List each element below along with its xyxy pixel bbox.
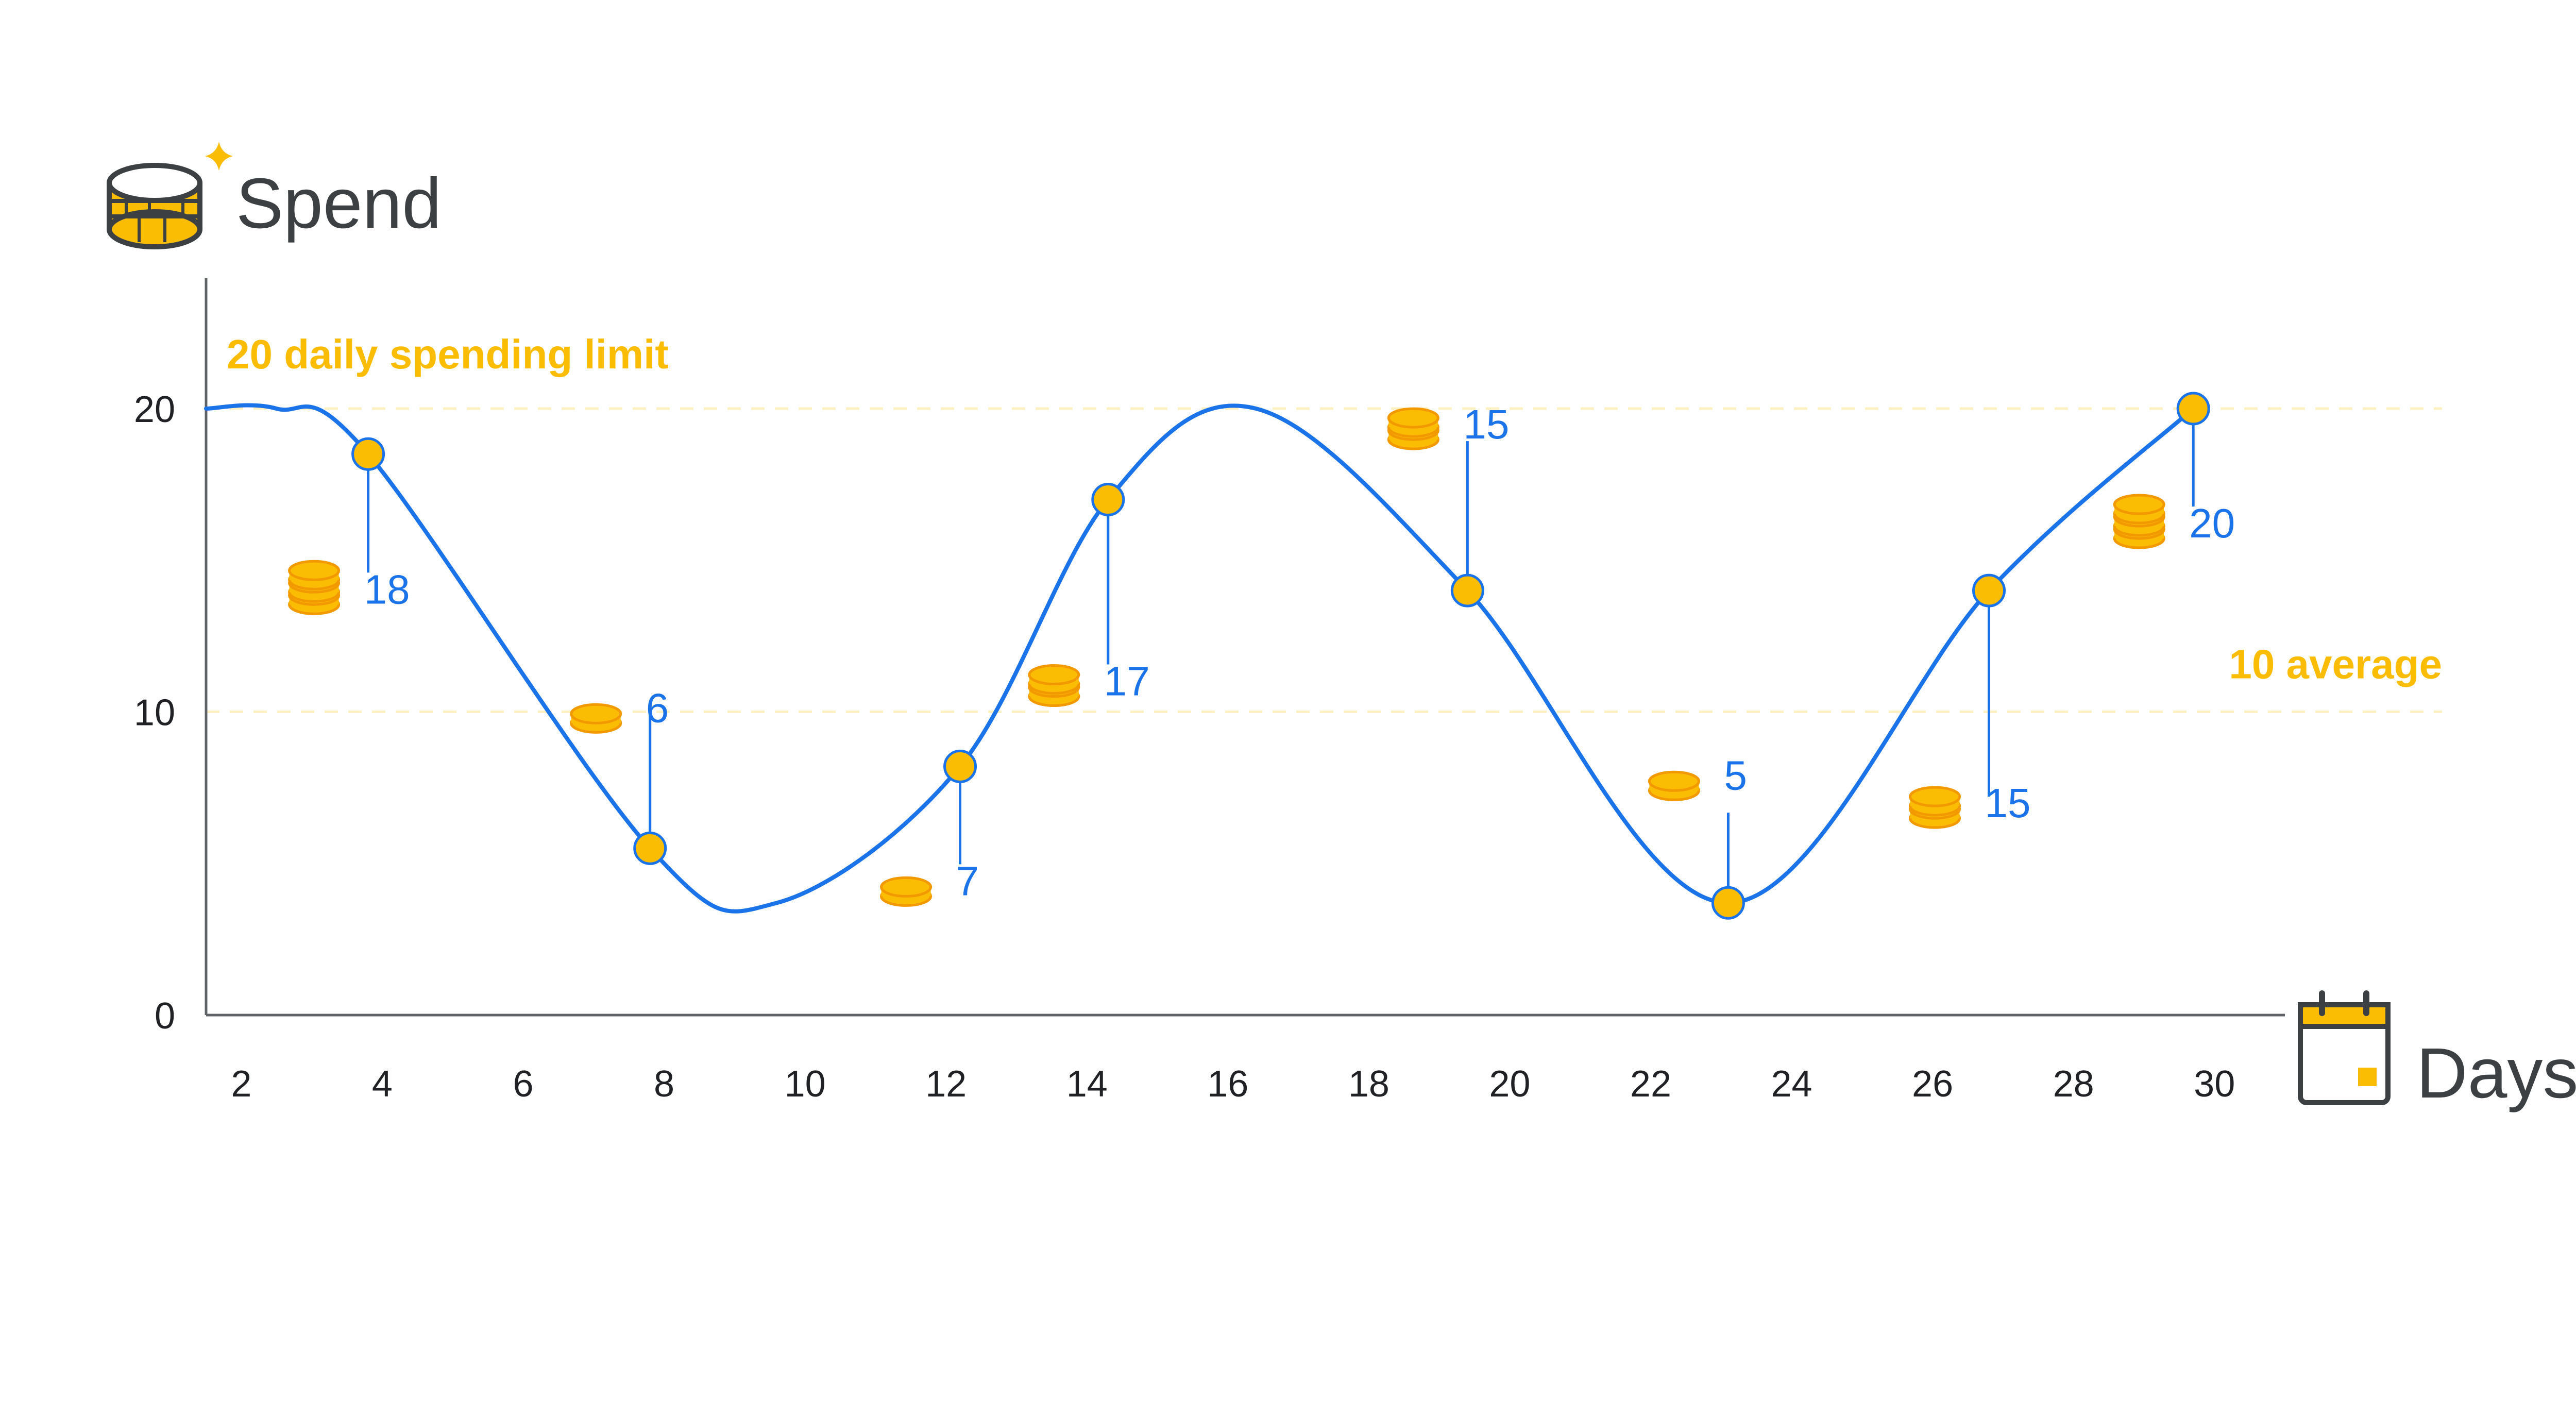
calendar-icon xyxy=(2298,990,2391,1105)
x-tick-label: 30 xyxy=(2194,1064,2235,1105)
x-tick-label: 6 xyxy=(513,1064,533,1105)
y-tick-label: 0 xyxy=(155,995,175,1037)
data-point xyxy=(633,831,667,865)
x-tick-labels: 2 4 6 8 10 12 14 16 18 20 22 24 26 28 30 xyxy=(231,1064,2235,1105)
y-tick-label: 20 xyxy=(134,389,175,430)
data-label: 18 xyxy=(364,566,410,612)
data-label: 17 xyxy=(1104,659,1150,704)
y-tick-labels: 0 10 20 xyxy=(134,389,175,1037)
coin-icon xyxy=(1028,664,1080,707)
spend-series-line xyxy=(204,403,2196,914)
data-point-group: 6 xyxy=(570,685,669,865)
data-point-group: 20 xyxy=(2113,392,2235,549)
x-tick-label: 14 xyxy=(1066,1064,1108,1105)
data-label: 15 xyxy=(1463,401,1509,447)
data-point xyxy=(1091,483,1125,517)
reference-line-label: 20 daily spending limit xyxy=(227,331,669,377)
x-tick-label: 26 xyxy=(1912,1064,1953,1105)
x-tick-label: 22 xyxy=(1630,1064,1671,1105)
coin-stack-icon xyxy=(107,163,202,249)
data-point-group: 15 xyxy=(1387,401,1509,607)
x-tick-label: 16 xyxy=(1207,1064,1248,1105)
x-tick-label: 24 xyxy=(1771,1064,1812,1105)
coin-top xyxy=(1648,770,1700,792)
coin-top xyxy=(880,876,933,898)
data-point xyxy=(1450,573,1484,607)
y-axis-title: Spend xyxy=(236,164,442,243)
coin-top xyxy=(570,703,622,724)
coin-top xyxy=(2113,494,2165,515)
data-point-group: 18 xyxy=(288,437,410,615)
x-tick-label: 20 xyxy=(1489,1064,1530,1105)
data-point-group: 5 xyxy=(1648,752,1747,920)
coin-icon xyxy=(1909,786,1961,829)
coin-icon xyxy=(288,560,341,615)
y-tick-label: 10 xyxy=(134,693,175,734)
coin-icon xyxy=(570,703,622,734)
coin-icon xyxy=(2113,494,2165,549)
x-axis-title: Days xyxy=(2416,1034,2576,1113)
x-tick-label: 28 xyxy=(2053,1064,2094,1105)
coin-top xyxy=(1387,407,1439,429)
x-tick-label: 10 xyxy=(785,1064,826,1105)
data-point-group: 7 xyxy=(880,749,979,907)
x-tick-label: 12 xyxy=(925,1064,967,1105)
axes xyxy=(205,278,2285,1017)
data-point-group: 17 xyxy=(1028,483,1150,707)
x-tick-label: 18 xyxy=(1348,1064,1389,1105)
data-point xyxy=(943,749,977,783)
data-point xyxy=(351,437,385,471)
data-label: 5 xyxy=(1724,752,1747,798)
coin-top xyxy=(288,560,341,581)
reference-line-label: 10 average xyxy=(2229,642,2442,687)
data-point-group: 15 xyxy=(1909,573,2031,829)
coin-icon xyxy=(1387,407,1439,450)
coin-top xyxy=(1909,786,1961,807)
x-tick-label: 8 xyxy=(654,1064,674,1105)
data-point xyxy=(2176,392,2210,426)
data-label: 7 xyxy=(956,858,979,904)
data-point xyxy=(1972,573,2006,607)
data-points: 18 6 7 17 15 5 15 20 xyxy=(288,392,2235,920)
x-tick-label: 4 xyxy=(372,1064,393,1105)
coin-top xyxy=(1028,664,1080,686)
data-label: 6 xyxy=(646,685,669,731)
x-tick-label: 2 xyxy=(231,1064,251,1105)
reference-lines: 20 daily spending limit 10 average xyxy=(206,331,2442,713)
coin-icon xyxy=(880,876,933,907)
data-label: 15 xyxy=(1985,780,2031,826)
sparkle-icon xyxy=(205,142,233,171)
data-label: 20 xyxy=(2189,500,2235,546)
coin-icon xyxy=(1648,770,1700,801)
data-point xyxy=(1711,886,1745,920)
